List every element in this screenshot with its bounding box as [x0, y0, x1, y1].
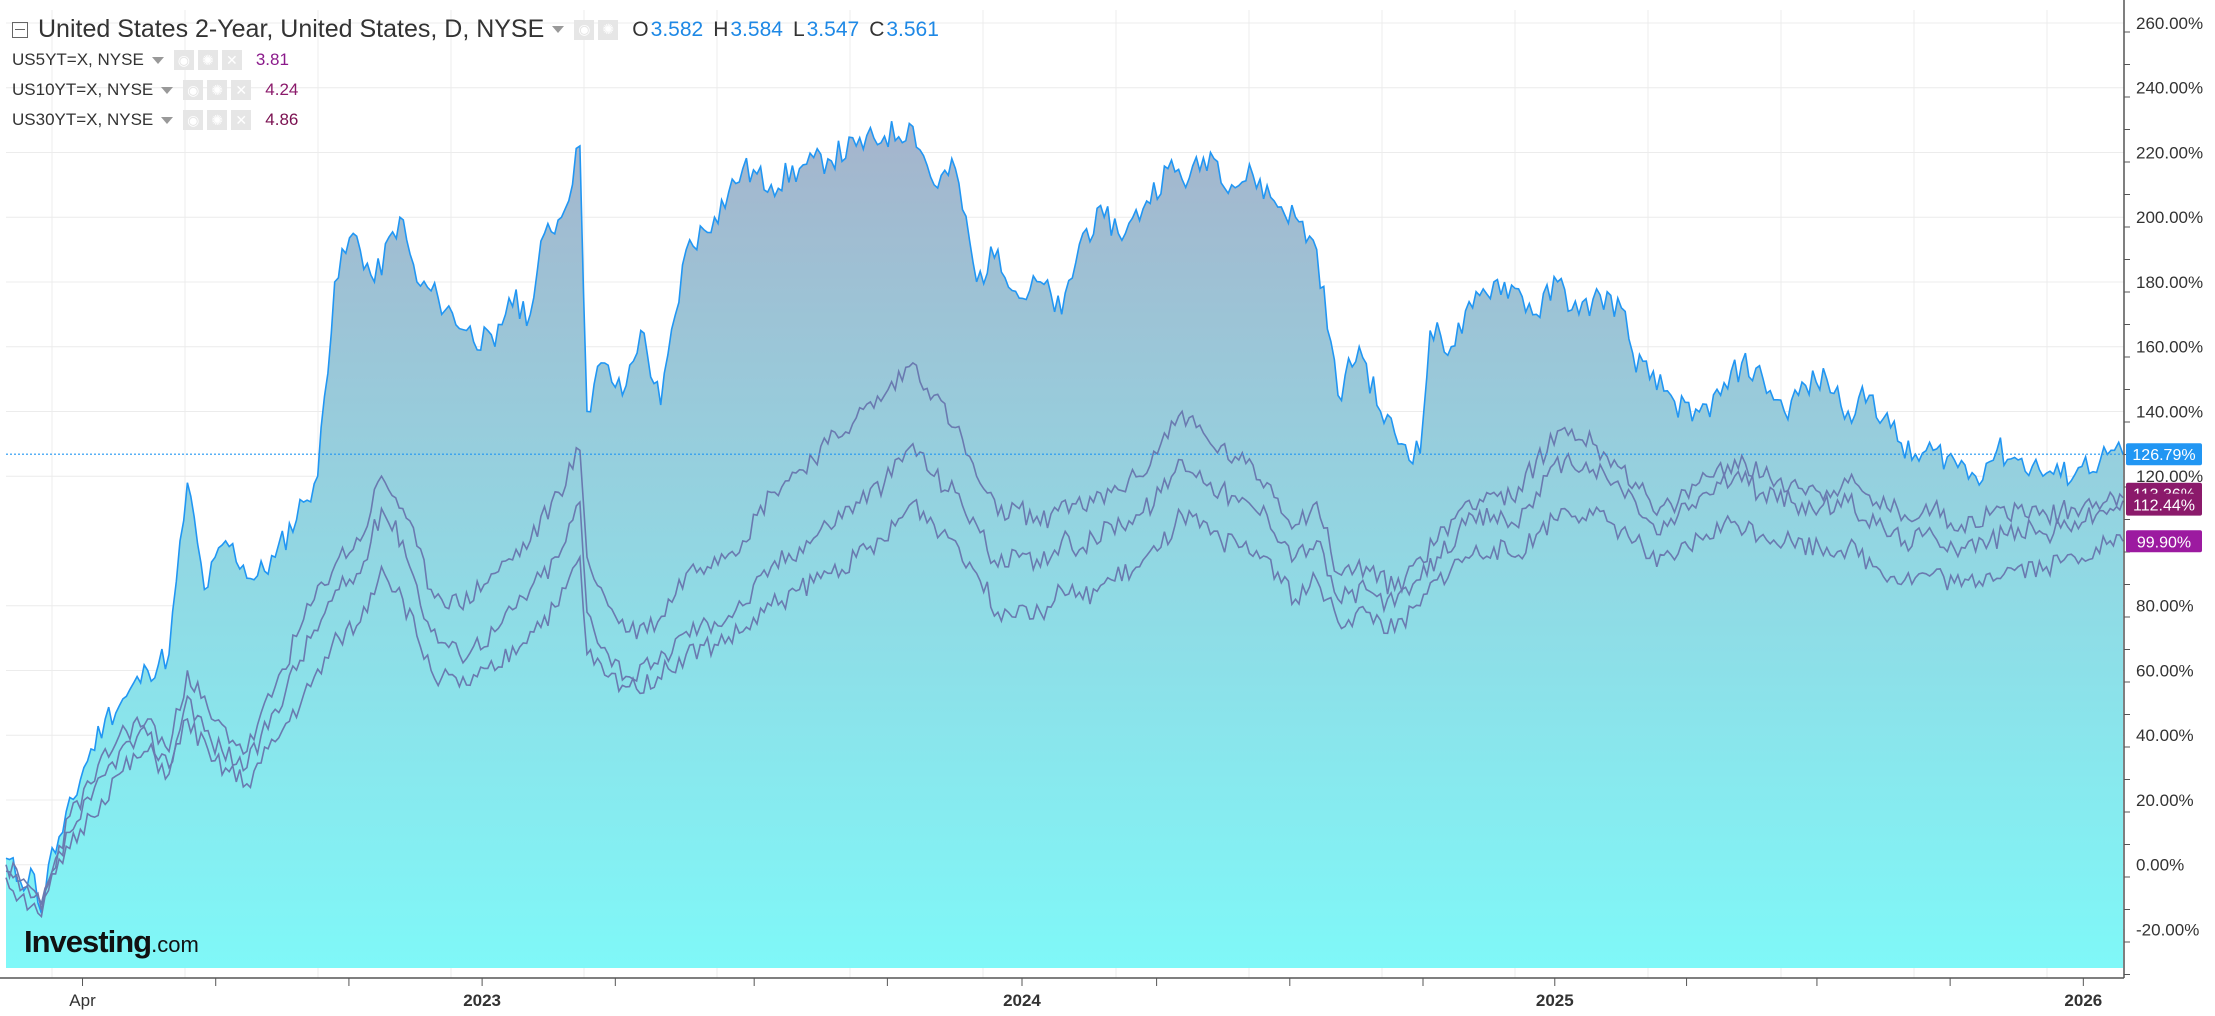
x-tick-label: 2024 [1003, 991, 1041, 1010]
y-tick-label: 260.00% [2136, 14, 2203, 33]
y-tick-label: 140.00% [2136, 402, 2203, 421]
low-label: L [792, 17, 805, 41]
legend-main-row: United States 2-Year, United States, D, … [12, 14, 939, 45]
y-tick-label: 20.00% [2136, 791, 2194, 810]
eye-icon[interactable]: ◉ [574, 19, 595, 40]
y-tick-label: 80.00% [2136, 597, 2194, 616]
price-label: 112.44% [2126, 493, 2202, 516]
price-label-text: 126.79% [2132, 447, 2195, 464]
series-line-us30yt-x [5, 498, 2124, 919]
area-series-layer [6, 121, 2123, 968]
series-line-us5yt-x [5, 361, 2124, 906]
close-label: C [869, 17, 885, 41]
gear-icon[interactable]: ✺ [197, 50, 218, 70]
collapse-icon[interactable] [12, 21, 28, 38]
y-tick-label: 40.00% [2136, 726, 2194, 745]
logo-main: Investing [24, 924, 152, 959]
legend-overlay-row: US5YT=X, NYSE ◉ ✺ ✕ 3.81 [12, 45, 939, 75]
y-tick-label: 220.00% [2136, 143, 2203, 162]
price-label: 99.90% [2126, 530, 2202, 553]
legend-overlay-row: US30YT=X, NYSE ◉ ✺ ✕ 4.86 [12, 105, 939, 135]
open-label: O [632, 17, 649, 41]
overlay-value: 3.81 [255, 50, 289, 69]
x-tick-label: 2025 [1536, 991, 1574, 1010]
y-tick-label: 180.00% [2136, 273, 2203, 292]
y-tick-label: 60.00% [2136, 661, 2194, 680]
price-label: 126.79% [2126, 443, 2202, 466]
overlay-value: 4.24 [265, 80, 299, 99]
y-tick-label: 200.00% [2136, 208, 2203, 227]
gear-icon[interactable]: ✺ [207, 80, 228, 100]
legend: United States 2-Year, United States, D, … [12, 14, 939, 135]
y-tick-label: 120.00% [2136, 467, 2203, 486]
eye-icon[interactable]: ◉ [183, 110, 204, 130]
x-tick-label: 2026 [2064, 991, 2102, 1010]
close-icon[interactable]: ✕ [221, 50, 242, 70]
y-tick-label: 240.00% [2136, 79, 2203, 98]
overlay-title: US10YT=X, NYSE [12, 80, 154, 99]
close-icon[interactable]: ✕ [231, 110, 252, 130]
eye-icon[interactable]: ◉ [183, 80, 204, 100]
series-line-us10yt-x [5, 442, 2124, 911]
overlay-value: 4.86 [265, 110, 299, 129]
high-value: 3.584 [730, 17, 783, 41]
investing-logo: Investing.com [24, 924, 199, 960]
logo-suffix: .com [151, 932, 199, 957]
x-tick-label: Apr [69, 991, 96, 1010]
x-tick-label: 2023 [463, 991, 501, 1010]
series-area-us2y [6, 121, 2123, 968]
y-tick-label: -20.00% [2136, 920, 2199, 939]
y-tick-label: 160.00% [2136, 338, 2203, 357]
overlay-title: US30YT=X, NYSE [12, 110, 154, 129]
low-value: 3.547 [806, 17, 860, 41]
price-label-layer: 126.79%113.36%112.44%99.90% [2126, 443, 2202, 553]
high-label: H [713, 17, 729, 41]
overlay-title: US5YT=X, NYSE [12, 50, 144, 69]
price-label-text: 112.44% [2133, 498, 2195, 515]
gear-icon[interactable]: ✺ [207, 110, 228, 130]
price-label-text: 99.90% [2137, 534, 2191, 551]
open-value: 3.582 [650, 17, 704, 41]
eye-icon[interactable]: ◉ [173, 50, 194, 70]
line-series-layer [5, 121, 2124, 919]
gear-icon[interactable]: ✺ [598, 19, 619, 40]
close-value: 3.561 [886, 17, 939, 41]
legend-main-title: United States 2-Year, United States, D, … [38, 15, 545, 43]
y-tick-label: 0.00% [2136, 856, 2184, 875]
series-line-us2y [5, 121, 2124, 914]
legend-overlay-row: US10YT=X, NYSE ◉ ✺ ✕ 4.24 [12, 75, 939, 105]
chevron-down-icon[interactable] [552, 26, 565, 33]
chevron-down-icon[interactable] [161, 86, 174, 94]
chevron-down-icon[interactable] [161, 116, 174, 124]
close-icon[interactable]: ✕ [231, 80, 252, 100]
chevron-down-icon[interactable] [151, 56, 164, 64]
